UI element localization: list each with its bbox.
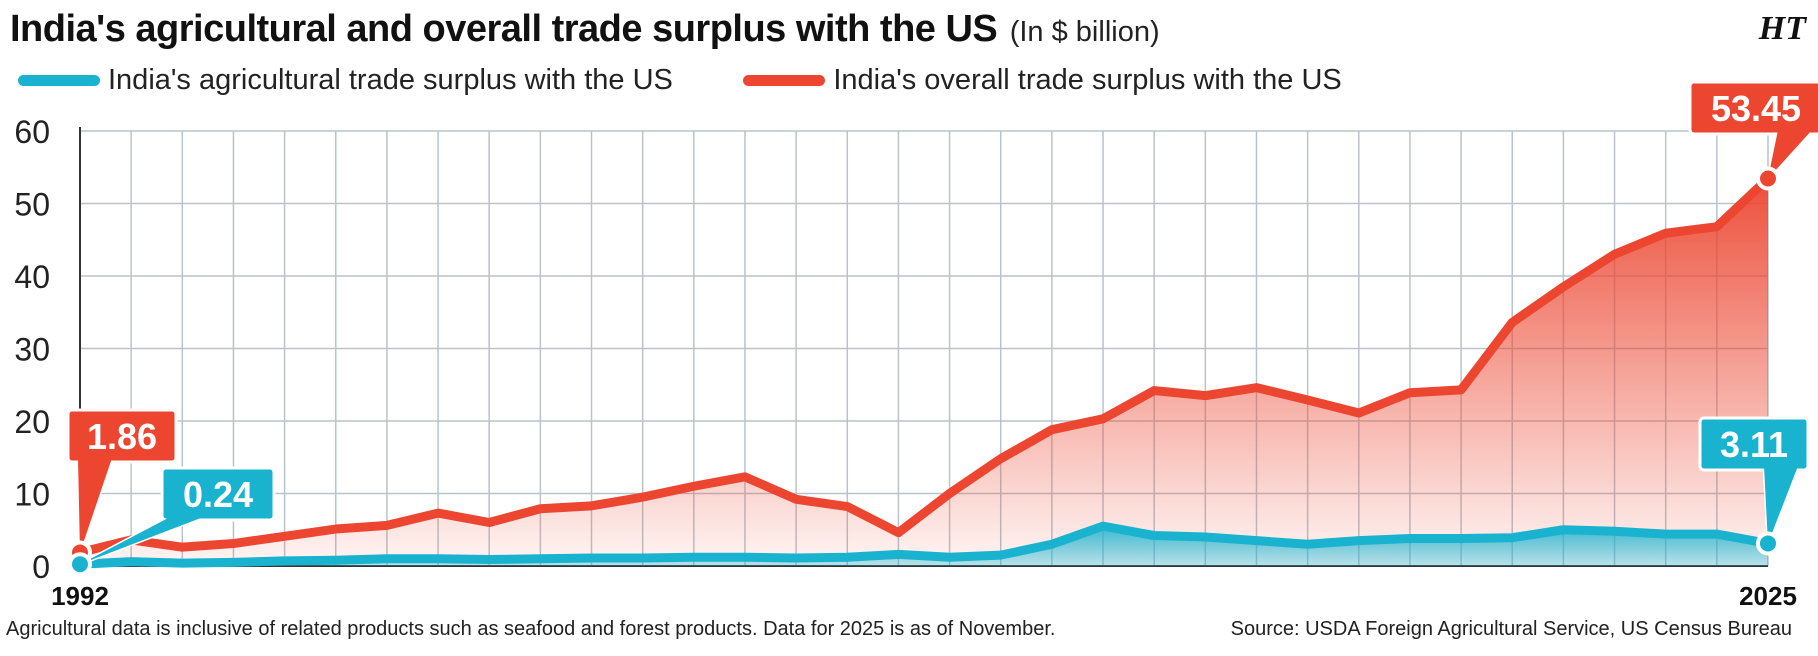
overall-series-line [75,173,1773,558]
legend-swatch-agricultural [18,75,100,86]
x-tick-label: 1992 [51,581,109,611]
callout-value-label: 53.45 [1711,88,1801,129]
callout-pointer-fill [1764,466,1798,544]
legend-swatch-overall [743,75,826,86]
legend-item-agricultural: India's agricultural trade surplus with … [18,64,673,97]
x-tick-label: 2025 [1739,581,1797,611]
overall-area [80,178,1768,567]
callout-box [66,408,178,464]
callout-box [160,466,276,522]
chart-title: India's agricultural and overall trade s… [10,8,998,50]
legend-label-overall: India's overall trade surplus with the U… [833,64,1342,96]
callout-point-marker [1756,166,1780,191]
y-tick-label: 50 [14,187,50,223]
agricultural-area [80,526,1768,566]
callout-box [1688,80,1818,136]
ht-logo: HT [1758,10,1806,47]
source-note: Source: USDA Foreign Agricultural Servic… [1230,618,1792,640]
y-tick-label: 60 [14,114,50,150]
footnote: Agricultural data is inclusive of relate… [6,618,1056,640]
legend-label-agricultural: India's agricultural trade surplus with … [108,64,673,96]
callout-point-marker [1756,531,1780,556]
callout-pointer-fill [78,458,112,553]
agricultural-series-line [75,521,1773,569]
callout-pointer-fill [80,516,206,565]
y-tick-label: 40 [14,259,50,295]
y-tick-label: 0 [32,549,50,585]
legend: India's agricultural trade surplus with … [18,64,1408,97]
callout-value-label: 1.86 [87,416,157,457]
y-tick-label: 30 [14,332,50,368]
title-row: India's agricultural and overall trade s… [10,8,1160,51]
chart-unit: (In $ billion) [1009,16,1160,48]
y-tick-label: 10 [14,477,50,513]
legend-item-overall: India's overall trade surplus with the U… [743,64,1342,97]
y-tick-label: 20 [14,404,50,440]
callout-box [1698,416,1810,472]
callout-value-label: 0.24 [183,474,253,515]
callout-value-label: 3.11 [1720,424,1788,465]
callout-pointer-fill [1768,130,1812,179]
callout-point-marker [68,552,92,577]
